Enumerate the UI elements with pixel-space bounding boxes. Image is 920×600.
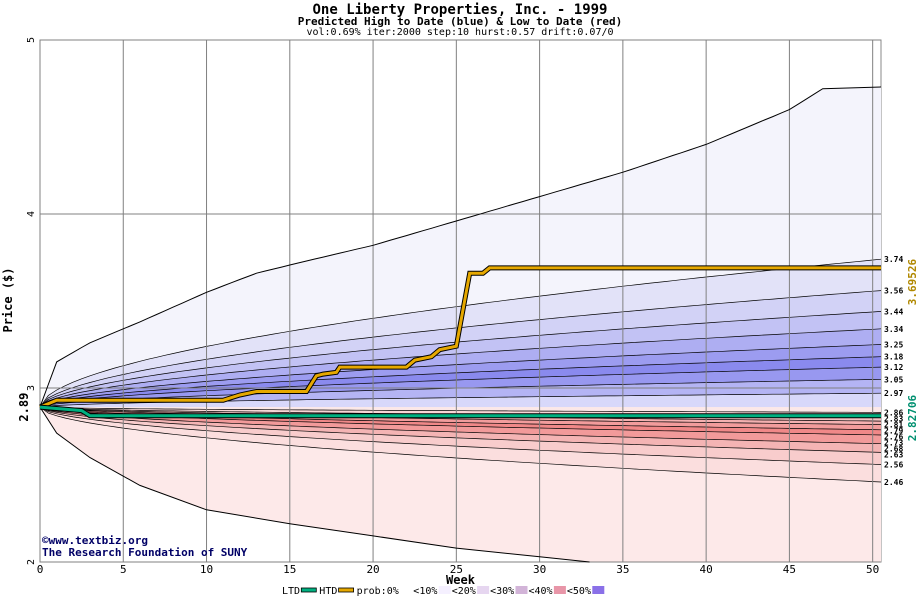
x-tick-label: 20 xyxy=(366,563,379,576)
band-high-0 xyxy=(40,259,881,408)
chart-params: vol:0.69% iter:2000 step:10 hurst:0.57 d… xyxy=(306,27,614,38)
legend-swatch xyxy=(438,586,451,594)
low-band-label: 2.76 xyxy=(884,432,903,441)
y-axis-label: Price ($) xyxy=(1,267,15,332)
high-band-label: 3.44 xyxy=(884,307,903,316)
legend-swatch xyxy=(515,586,528,594)
high-band-label: 3.34 xyxy=(884,325,903,334)
y-tick-label: 5 xyxy=(26,37,37,43)
band-labels: 3.74 3.56 3.44 3.34 3.25 3.183.12 3.05 2.97 2.86… xyxy=(884,255,919,487)
legend-label: <30% xyxy=(490,586,514,597)
legend-swatch xyxy=(553,586,566,594)
y-tick-label: 2 xyxy=(26,559,37,565)
high-band-label: 3.05 xyxy=(884,375,903,384)
band-low-6 xyxy=(40,407,881,444)
lower-envelope xyxy=(39,406,590,563)
credit-org: The Research Foundation of SUNY xyxy=(42,546,248,559)
legend: LTD HTD prob:0% <10% <20% <30% <40% <50% xyxy=(282,586,605,597)
legend-label: LTD xyxy=(282,586,300,597)
x-tick-label: 35 xyxy=(616,563,629,576)
legend-swatch xyxy=(300,587,317,593)
legend-label: <20% xyxy=(452,586,476,597)
band-low-4 xyxy=(40,407,881,430)
legend-label: HTD xyxy=(319,586,337,597)
high-band-label: 2.97 xyxy=(884,389,903,398)
band-high-3 xyxy=(40,328,881,408)
start-price-label: 2.89 xyxy=(17,393,31,422)
band-high-line-0 xyxy=(39,258,882,408)
band-low-0 xyxy=(40,407,881,413)
envelope-lines xyxy=(39,86,882,563)
high-band-label: 3.74 xyxy=(884,255,903,264)
low-band-label: 2.68 xyxy=(884,444,903,453)
ltd-final-label: 2.82706 xyxy=(906,394,919,441)
low-band-label: 2.79 xyxy=(884,426,903,435)
high-band-label: 3.18 xyxy=(884,353,903,362)
y-tick-label: 4 xyxy=(26,211,37,217)
low-band-label: 2.83 xyxy=(884,414,903,423)
x-tick-label: 30 xyxy=(533,563,546,576)
band-low-line-6 xyxy=(39,406,882,445)
grid-lines xyxy=(39,39,881,563)
band-high-8 xyxy=(40,393,881,408)
legend-label: <40% xyxy=(529,586,553,597)
band-low-7 xyxy=(40,407,881,453)
credit-url: ©www.textbiz.org xyxy=(42,534,148,547)
legend-label: <10% xyxy=(413,586,437,597)
band-high-line-2 xyxy=(39,311,882,408)
legend-label: prob:0% xyxy=(357,586,399,597)
band-high-line-4 xyxy=(39,344,882,408)
band-low-line-7 xyxy=(39,406,882,453)
band-high-line-3 xyxy=(39,328,882,408)
legend-swatch xyxy=(400,586,413,594)
band-low-9 xyxy=(40,407,881,482)
legend-swatch xyxy=(592,586,605,594)
x-tick-label: 25 xyxy=(450,563,463,576)
htd-final-label: 3.69526 xyxy=(906,258,919,305)
band-low-line-0 xyxy=(39,406,882,413)
x-tick-label: 5 xyxy=(120,563,127,576)
high-band-label: 3.56 xyxy=(884,287,903,296)
x-tick-label: 15 xyxy=(283,563,296,576)
band-high-4 xyxy=(40,344,881,408)
x-tick-label: 40 xyxy=(700,563,713,576)
high-band-label: 3.25 xyxy=(884,341,903,350)
low-band-label: 2.63 xyxy=(884,450,903,459)
low-band-label: 2.81 xyxy=(884,420,903,429)
x-tick-label: 0 xyxy=(37,563,44,576)
htd-ltd-paths xyxy=(39,265,881,419)
band-low-3 xyxy=(40,407,881,425)
chart-subtitle: Predicted High to Date (blue) & Low to D… xyxy=(297,15,623,28)
band-high-7 xyxy=(40,379,881,408)
band-high-1 xyxy=(40,290,881,408)
x-tick-label: 45 xyxy=(783,563,796,576)
band-low-8 xyxy=(40,407,881,465)
band-high-5 xyxy=(40,356,881,408)
band-low-line-8 xyxy=(39,406,882,465)
band-high-line-6 xyxy=(39,366,882,408)
upper-envelope xyxy=(39,86,882,408)
low-band-label: 2.86 xyxy=(884,408,903,417)
band-high-6 xyxy=(40,367,881,408)
legend-label: <50% xyxy=(567,586,591,597)
x-axis-label: Week xyxy=(446,573,476,587)
ltd-path xyxy=(39,405,881,418)
high-band-label: 3.12 xyxy=(884,363,903,372)
x-tick-label: 10 xyxy=(200,563,213,576)
low-band-label: 2.56 xyxy=(884,461,903,470)
low-band-label: 2.46 xyxy=(884,478,903,487)
x-tick-label: 50 xyxy=(866,563,879,576)
legend-swatch xyxy=(338,587,355,593)
band-low-5 xyxy=(40,407,881,435)
low-band-label: 2.73 xyxy=(884,438,903,447)
legend-swatch xyxy=(477,586,490,594)
chart-title: One Liberty Properties, Inc. - 1999 xyxy=(312,2,608,18)
band-low-line-9 xyxy=(39,406,882,483)
y-tick-label: 3 xyxy=(26,385,37,391)
band-high-2 xyxy=(40,311,881,408)
probability-bands xyxy=(39,87,882,562)
htd-path xyxy=(39,266,881,409)
